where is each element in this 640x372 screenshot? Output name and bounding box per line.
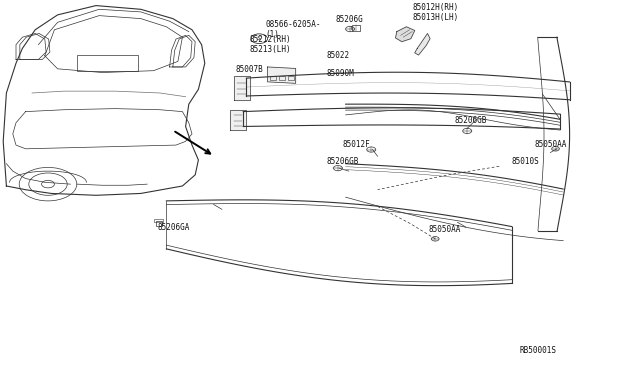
Polygon shape <box>268 67 296 83</box>
Text: 85050AA: 85050AA <box>429 225 461 234</box>
Text: RB50001S: RB50001S <box>520 346 557 355</box>
Text: 85206GA: 85206GA <box>157 224 190 232</box>
Text: 85050AA: 85050AA <box>534 140 567 149</box>
Text: 85212(RH)
85213(LH): 85212(RH) 85213(LH) <box>250 35 291 54</box>
Polygon shape <box>230 110 246 130</box>
Bar <box>288 76 294 80</box>
Text: 85007B: 85007B <box>236 65 263 74</box>
Polygon shape <box>415 33 430 55</box>
Polygon shape <box>396 27 415 42</box>
Bar <box>156 221 162 226</box>
Bar <box>352 25 360 31</box>
Text: 85206G: 85206G <box>336 15 364 24</box>
Text: 85012H(RH)
85013H(LH): 85012H(RH) 85013H(LH) <box>413 3 459 22</box>
Text: 85022: 85022 <box>326 51 349 60</box>
Text: 85206GB: 85206GB <box>326 157 359 166</box>
Text: S: S <box>257 36 261 41</box>
Text: 85206GB: 85206GB <box>454 116 487 125</box>
Text: 08566-6205A-
(1): 08566-6205A- (1) <box>266 20 321 39</box>
Bar <box>279 76 285 80</box>
Text: 85090M: 85090M <box>326 69 354 78</box>
Text: 85010S: 85010S <box>512 157 540 166</box>
Text: 85012F: 85012F <box>342 140 370 149</box>
Polygon shape <box>234 76 250 100</box>
Bar <box>270 76 276 80</box>
